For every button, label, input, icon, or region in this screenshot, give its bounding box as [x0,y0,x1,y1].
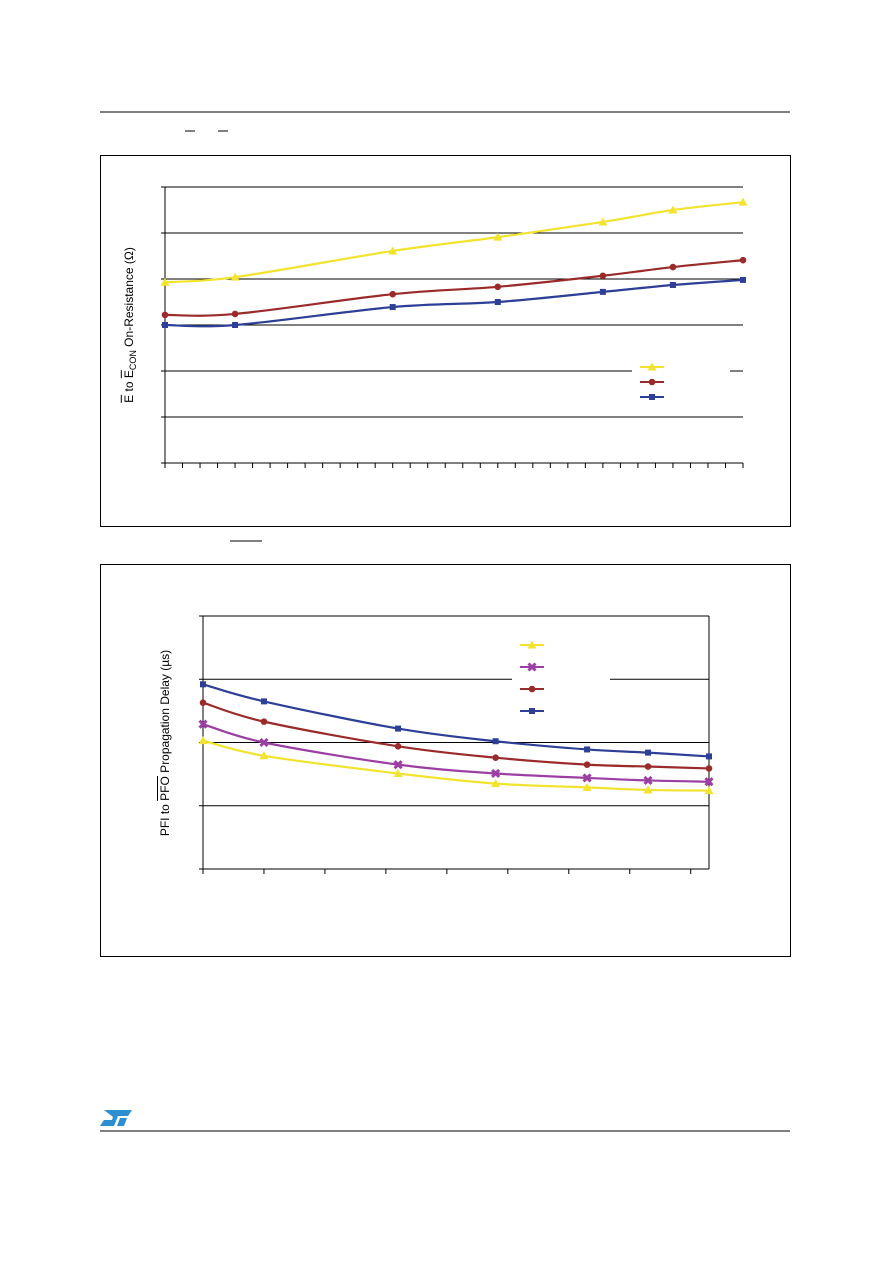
legend-marker [648,378,656,386]
data-point [582,782,592,791]
data-point [704,786,714,795]
data-point [162,322,168,328]
data-point [198,719,208,729]
data-point [394,742,402,750]
data-point [492,754,499,761]
data-point [582,773,592,783]
data-point [199,699,207,706]
figure-frame [100,155,791,527]
data-point [494,283,502,291]
data-point [491,779,501,788]
legend [512,634,610,720]
y-axis-label-part: Propagation Delay (µs) [158,649,172,777]
data-point [494,299,501,305]
series-line [164,259,744,317]
data-point [668,205,678,214]
data-point [583,761,591,768]
data-point [160,277,170,286]
data-point [739,256,747,264]
data-point [738,197,748,206]
st-logo [100,1110,132,1126]
data-point [388,246,398,255]
data-point [393,760,403,770]
data-point [260,698,267,705]
data-point [491,768,501,779]
data-point [669,263,677,271]
series-line [164,278,744,328]
data-point [198,736,208,745]
data-point [644,763,652,770]
data-point [598,217,608,226]
data-point [643,785,653,794]
data-point [393,768,403,777]
legend-marker [529,708,535,714]
y-axis-label-part: to [121,378,136,395]
data-point [704,777,714,787]
data-point [259,737,269,748]
data-point [231,310,239,318]
y-axis-label-part: E [121,370,136,379]
y-axis-label-part: PFI to [158,800,172,837]
legend-marker [527,640,537,649]
y-axis-label: PFI to PFO Propagation Delay (µs) [158,650,172,836]
data-point [705,765,713,772]
series-line [202,739,710,792]
data-point [259,751,269,760]
data-point [395,725,402,732]
data-point [599,272,607,280]
data-point [493,232,503,241]
data-point [230,272,240,281]
data-point [389,290,396,298]
legend-marker [647,362,657,371]
data-point [492,738,499,745]
legend-marker [528,685,536,693]
data-point [669,281,676,288]
y-axis-label-part: ) [121,247,136,252]
data-point [232,322,239,328]
data-point [584,746,591,753]
data-point [740,276,746,283]
data-point [200,681,206,688]
y-axis-label-part: PFO [158,776,172,801]
data-point [599,288,606,295]
figure-frame [100,564,791,957]
data-point [706,753,712,760]
y-axis-label-part: E [121,394,136,403]
y-axis-label: E to ECON On-Resistance (Ω) [122,247,138,403]
legend-marker [649,394,655,400]
data-point [161,311,169,319]
data-point [260,718,268,725]
y-axis-label-part: Ω [121,251,136,261]
data-point [389,304,396,311]
y-axis-label-part: CON [128,350,139,371]
series-line [164,201,744,284]
y-axis-label-part: On-Resistance ( [121,260,136,351]
data-point [643,775,653,786]
legend-marker [527,662,537,672]
data-point [645,749,652,756]
